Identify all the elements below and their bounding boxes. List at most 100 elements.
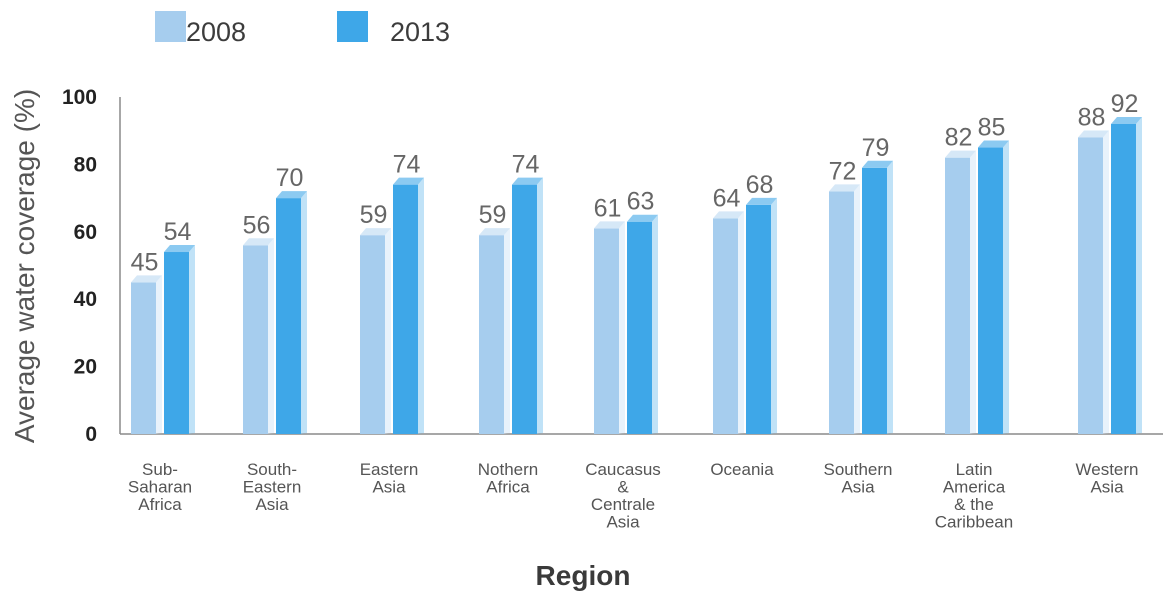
bar-group xyxy=(131,275,162,434)
bar-top-2008 xyxy=(131,275,162,283)
bar-2008 xyxy=(945,157,970,434)
category-label: Latin America & the Caribbean xyxy=(935,460,1013,532)
y-axis-title: Average water coverage (%) xyxy=(9,89,40,443)
bar-2008 xyxy=(1078,137,1103,434)
bar-group xyxy=(627,214,658,434)
bar-side-2008 xyxy=(156,275,162,434)
bar-group xyxy=(1111,116,1142,435)
category-label: Oceania xyxy=(710,460,774,479)
bar-group xyxy=(594,221,625,434)
bar-side-2013 xyxy=(301,191,307,434)
data-label-2013: 74 xyxy=(512,151,540,179)
bar-side-2008 xyxy=(1103,130,1109,434)
bar-side-2013 xyxy=(771,197,777,434)
y-tick-label: 100 xyxy=(62,86,97,109)
bar-top-2008 xyxy=(243,238,274,246)
bar-side-2013 xyxy=(887,160,893,434)
bar-side-2008 xyxy=(504,228,510,434)
bar-2013 xyxy=(512,184,537,434)
bar-2013 xyxy=(746,204,771,434)
bar-group xyxy=(945,150,976,434)
bar-2008 xyxy=(713,218,738,434)
bar-top-2013 xyxy=(862,160,893,168)
legend: 2008 2013 xyxy=(155,11,450,47)
bar-side-2008 xyxy=(268,238,274,434)
data-label-2013: 85 xyxy=(978,114,1006,142)
bar-top-2013 xyxy=(1111,116,1142,124)
data-label-2013: 74 xyxy=(393,151,421,179)
data-label-2008: 59 xyxy=(479,201,507,229)
bar-2013 xyxy=(1111,123,1136,435)
data-label-2013: 79 xyxy=(862,134,890,162)
x-axis-title: Region xyxy=(536,560,631,591)
bar-group xyxy=(862,160,893,434)
bar-group xyxy=(164,245,195,434)
bar-group xyxy=(746,197,777,434)
bar-side-2008 xyxy=(619,221,625,434)
bar-top-2008 xyxy=(945,150,976,158)
legend-label-2013: 2013 xyxy=(390,17,450,47)
category-label: Southern Asia xyxy=(824,460,893,497)
bar-2008 xyxy=(594,228,619,434)
bar-top-2008 xyxy=(713,211,744,219)
y-tick-label: 80 xyxy=(74,153,97,176)
bar-side-2008 xyxy=(738,211,744,434)
bar-top-2013 xyxy=(393,177,424,185)
bar-2013 xyxy=(978,147,1003,435)
bar-top-2008 xyxy=(829,184,860,192)
bar-group xyxy=(243,238,274,434)
bar-side-2008 xyxy=(854,184,860,434)
y-tick-label: 20 xyxy=(74,356,97,379)
bar-2013 xyxy=(627,221,652,434)
bar-top-2008 xyxy=(479,228,510,236)
bar-side-2013 xyxy=(652,214,658,434)
bar-side-2013 xyxy=(418,177,424,434)
category-label: South-Eastern Asia xyxy=(243,460,302,514)
bar-group xyxy=(829,184,860,434)
category-label: Eastern Asia xyxy=(360,460,419,497)
data-label-2008: 59 xyxy=(360,201,388,229)
bar-group xyxy=(512,177,543,434)
y-tick-label: 0 xyxy=(85,423,97,446)
bar-top-2013 xyxy=(746,197,777,205)
data-label-2008: 61 xyxy=(594,194,622,222)
category-labels: Sub-Saharan Africa South-Eastern Asia Easter… xyxy=(128,460,1139,532)
data-label-2008: 64 xyxy=(713,184,741,212)
y-tick-label: 40 xyxy=(74,288,97,311)
bar-top-2013 xyxy=(164,245,195,253)
bar-top-2013 xyxy=(512,177,543,185)
bar-side-2008 xyxy=(970,150,976,434)
data-label-2008: 45 xyxy=(131,248,159,276)
data-label-2008: 82 xyxy=(945,124,973,152)
data-label-2013: 63 xyxy=(627,188,655,216)
bar-2008 xyxy=(243,245,268,434)
bar-top-2008 xyxy=(1078,130,1109,138)
bar-group xyxy=(713,211,744,434)
bar-top-2013 xyxy=(276,191,307,199)
bar-side-2013 xyxy=(1136,116,1142,435)
bar-group xyxy=(393,177,424,434)
category-label: Western Asia xyxy=(1076,460,1139,497)
data-label-2013: 54 xyxy=(164,218,192,246)
bar-2013 xyxy=(276,198,301,434)
category-label: Sub-Saharan Africa xyxy=(128,460,192,514)
bar-side-2013 xyxy=(1003,140,1009,435)
category-label: Caucasus & Centrale Asia xyxy=(585,460,661,532)
bar-top-2013 xyxy=(978,140,1009,148)
bar-group xyxy=(978,140,1009,435)
bar-2013 xyxy=(393,184,418,434)
data-label-2013: 68 xyxy=(746,171,774,199)
legend-label-2008: 2008 xyxy=(186,17,246,47)
legend-swatch-2013 xyxy=(337,11,368,42)
bars xyxy=(131,116,1142,435)
legend-swatch-2008 xyxy=(155,11,186,42)
y-tick-label: 60 xyxy=(74,221,97,244)
data-label-2013: 70 xyxy=(276,164,304,192)
bar-2008 xyxy=(131,282,156,434)
bar-2008 xyxy=(829,191,854,434)
bar-group xyxy=(276,191,307,434)
bar-top-2013 xyxy=(627,214,658,222)
data-label-2008: 56 xyxy=(243,211,271,239)
